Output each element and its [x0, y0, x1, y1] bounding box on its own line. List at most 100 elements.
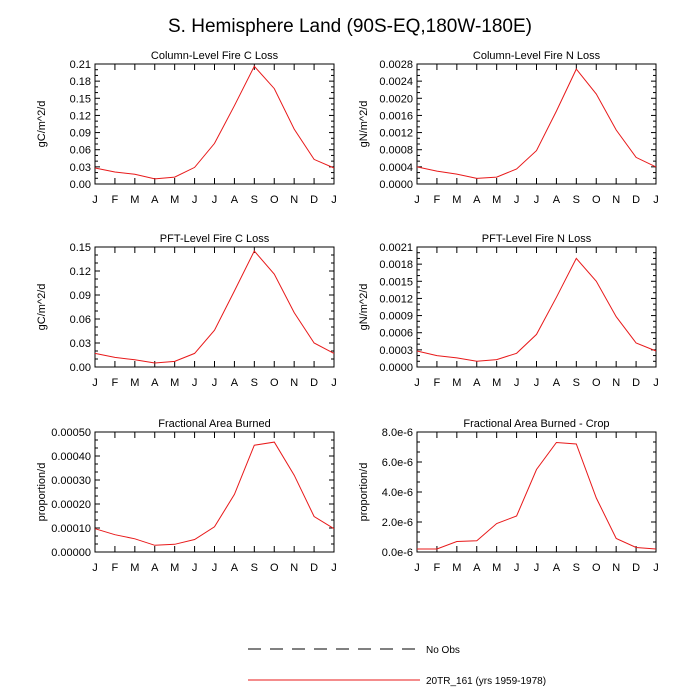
- x-tick-label: J: [92, 194, 98, 206]
- x-tick-label: A: [473, 377, 481, 389]
- x-tick-label: N: [290, 194, 298, 206]
- chart-panel: PFT-Level Fire N Loss gN/m^2/d 0.0000 0.000…: [358, 233, 659, 389]
- y-axis-label: gC/m^2/d: [36, 101, 48, 148]
- y-tick-label: 0.0006: [379, 328, 413, 340]
- plot-frame: [416, 246, 657, 368]
- x-tick-label: M: [492, 377, 501, 389]
- x-tick-label: A: [151, 194, 159, 206]
- y-tick-label: 0.06: [70, 145, 91, 157]
- y-axis-label: gN/m^2/d: [358, 284, 370, 331]
- y-tick-label: 0.0015: [379, 276, 413, 288]
- x-tick-label: S: [573, 194, 580, 206]
- series-line: [416, 257, 657, 362]
- plot-frame: [416, 63, 657, 185]
- x-tick-label: O: [592, 562, 601, 574]
- y-axis-label: proportion/d: [36, 463, 48, 522]
- y-tick-label: 6.0e-6: [382, 457, 413, 469]
- x-tick-label: J: [414, 194, 420, 206]
- x-tick-label: N: [290, 562, 298, 574]
- x-tick-label: A: [151, 377, 159, 389]
- chart-panel: Fractional Area Burned proportion/d 0.0000…: [36, 418, 337, 574]
- x-tick-label: S: [573, 377, 580, 389]
- x-tick-label: J: [331, 194, 337, 206]
- x-tick-label: F: [112, 562, 119, 574]
- x-tick-label: M: [130, 377, 139, 389]
- panel-title: PFT-Level Fire C Loss: [160, 233, 270, 245]
- x-tick-label: O: [270, 194, 279, 206]
- y-tick-label: 0.0012: [379, 293, 413, 305]
- y-tick-label: 0.12: [70, 110, 91, 122]
- x-tick-label: N: [612, 562, 620, 574]
- x-tick-label: J: [653, 194, 659, 206]
- y-tick-label: 0.00050: [51, 427, 91, 439]
- x-tick-label: M: [492, 562, 501, 574]
- y-tick-label: 0.00030: [51, 475, 91, 487]
- x-tick-label: O: [592, 194, 601, 206]
- x-tick-label: A: [553, 194, 561, 206]
- x-tick-label: S: [251, 562, 258, 574]
- panel-title: Column-Level Fire N Loss: [473, 50, 601, 62]
- series-line: [94, 65, 335, 180]
- x-tick-label: F: [434, 194, 441, 206]
- x-tick-label: J: [514, 562, 520, 574]
- y-tick-label: 0.03: [70, 338, 91, 350]
- legend: No Obs 20TR_161 (yrs 1959-1978): [248, 645, 546, 687]
- panel-title: Column-Level Fire C Loss: [151, 50, 279, 62]
- x-tick-label: J: [653, 562, 659, 574]
- x-tick-label: O: [270, 377, 279, 389]
- y-tick-label: 0.0004: [379, 162, 413, 174]
- y-tick-label: 0.21: [70, 59, 91, 71]
- x-tick-label: J: [514, 377, 520, 389]
- x-tick-label: M: [492, 194, 501, 206]
- x-tick-label: J: [653, 377, 659, 389]
- x-tick-label: M: [452, 377, 461, 389]
- x-tick-label: A: [473, 562, 481, 574]
- x-tick-label: F: [112, 377, 119, 389]
- y-tick-label: 4.0e-6: [382, 487, 413, 499]
- x-tick-label: J: [514, 194, 520, 206]
- y-tick-label: 0.00: [70, 179, 91, 191]
- y-tick-label: 0.0012: [379, 128, 413, 140]
- y-tick-label: 0.0018: [379, 259, 413, 271]
- x-tick-label: M: [170, 562, 179, 574]
- y-tick-label: 0.0020: [379, 93, 413, 105]
- x-tick-label: J: [331, 377, 337, 389]
- y-tick-label: 0.00020: [51, 499, 91, 511]
- y-tick-label: 0.0028: [379, 59, 413, 71]
- x-tick-label: M: [130, 194, 139, 206]
- x-tick-label: N: [290, 377, 298, 389]
- x-tick-label: J: [414, 562, 420, 574]
- y-tick-label: 0.12: [70, 266, 91, 278]
- y-axis-label: gN/m^2/d: [358, 101, 370, 148]
- x-tick-label: A: [231, 194, 239, 206]
- y-tick-label: 0.15: [70, 242, 91, 254]
- x-tick-label: S: [251, 194, 258, 206]
- y-tick-label: 0.0e-6: [382, 547, 413, 559]
- x-tick-label: D: [632, 562, 640, 574]
- x-tick-label: A: [553, 377, 561, 389]
- x-tick-label: M: [452, 194, 461, 206]
- y-tick-label: 0.03: [70, 162, 91, 174]
- y-tick-label: 0.09: [70, 290, 91, 302]
- x-tick-label: F: [434, 377, 441, 389]
- y-tick-label: 0.0009: [379, 311, 413, 323]
- panel-title: PFT-Level Fire N Loss: [482, 233, 592, 245]
- x-tick-label: S: [573, 562, 580, 574]
- plot-frame: [94, 431, 335, 553]
- x-tick-label: J: [192, 194, 198, 206]
- series-line: [417, 441, 657, 550]
- x-tick-label: J: [212, 377, 218, 389]
- x-tick-label: J: [192, 562, 198, 574]
- x-tick-label: S: [251, 377, 258, 389]
- legend-model-label: 20TR_161 (yrs 1959-1978): [426, 676, 546, 687]
- y-tick-label: 0.00010: [51, 523, 91, 535]
- y-tick-label: 8.0e-6: [382, 427, 413, 439]
- chart-panel: Column-Level Fire N Loss gN/m^2/d 0.0000 0.…: [358, 50, 659, 206]
- x-tick-label: J: [534, 562, 540, 574]
- y-tick-label: 0.06: [70, 314, 91, 326]
- series-line: [94, 441, 335, 546]
- y-tick-label: 0.0003: [379, 345, 413, 357]
- x-tick-label: F: [434, 562, 441, 574]
- x-tick-label: J: [534, 377, 540, 389]
